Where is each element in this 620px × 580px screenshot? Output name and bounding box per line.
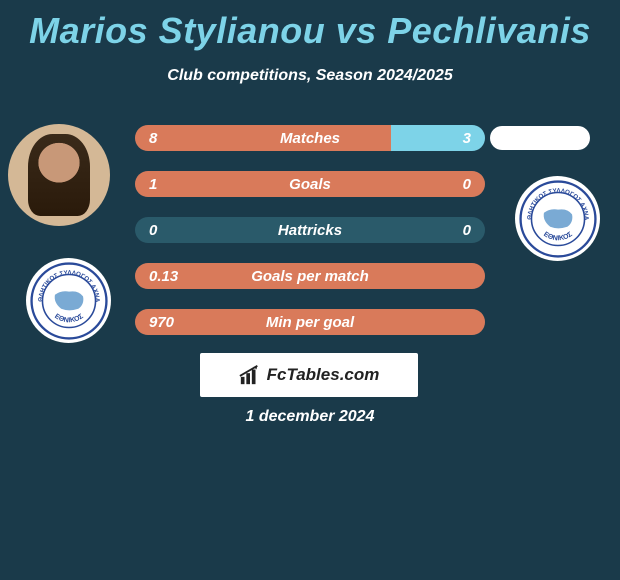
- date-label: 1 december 2024: [0, 408, 620, 426]
- subtitle: Club competitions, Season 2024/2025: [0, 67, 620, 85]
- stat-value-left: 0.13: [149, 268, 178, 285]
- stat-value-left: 0: [149, 222, 157, 239]
- stat-value-right: 0: [463, 222, 471, 239]
- stat-row: 0.13 Goals per match: [135, 263, 485, 289]
- stat-row: 970 Min per goal: [135, 309, 485, 335]
- stat-value-right: 0: [463, 176, 471, 193]
- stat-value-left: 1: [149, 176, 157, 193]
- page-title: Marios Stylianou vs Pechlivanis: [0, 0, 620, 52]
- branding-text: FcTables.com: [267, 365, 380, 385]
- player-left-photo: [8, 124, 110, 226]
- stat-row: 8 Matches 3: [135, 125, 485, 151]
- stat-label: Goals per match: [251, 268, 369, 285]
- stat-label: Goals: [289, 176, 331, 193]
- stat-label: Hattricks: [278, 222, 342, 239]
- stat-value-left: 8: [149, 130, 157, 147]
- stat-row: 0 Hattricks 0: [135, 217, 485, 243]
- bar-chart-icon: [239, 364, 261, 386]
- club-logo-right: ΑΘΛΗΤΙΚΟΣ ΣΥΛΛΟΓΟΣ ΑΧΝΑΣ ΕΘΝΙΚΟΣ: [515, 176, 600, 261]
- stat-row: 1 Goals 0: [135, 171, 485, 197]
- ethnikos-achna-badge-icon: ΑΘΛΗΤΙΚΟΣ ΣΥΛΛΟΓΟΣ ΑΧΝΑΣ ΕΘΝΙΚΟΣ: [519, 180, 597, 258]
- stat-value-right: 3: [463, 130, 471, 147]
- stats-container: 8 Matches 3 1 Goals 0 0 Hattricks 0 0.13 Goals per…: [135, 125, 485, 355]
- stat-label: Matches: [280, 130, 340, 147]
- stat-fill-left: [135, 125, 391, 151]
- stat-value-left: 970: [149, 314, 174, 331]
- ethnikos-achna-badge-icon: ΑΘΛΗΤΙΚΟΣ ΣΥΛΛΟΓΟΣ ΑΧΝΑΣ ΕΘΝΙΚΟΣ: [30, 262, 108, 340]
- branding-badge: FcTables.com: [200, 353, 418, 397]
- club-logo-left: ΑΘΛΗΤΙΚΟΣ ΣΥΛΛΟΓΟΣ ΑΧΝΑΣ ΕΘΝΙΚΟΣ: [26, 258, 111, 343]
- player-right-placeholder: [490, 126, 590, 150]
- stat-label: Min per goal: [266, 314, 354, 331]
